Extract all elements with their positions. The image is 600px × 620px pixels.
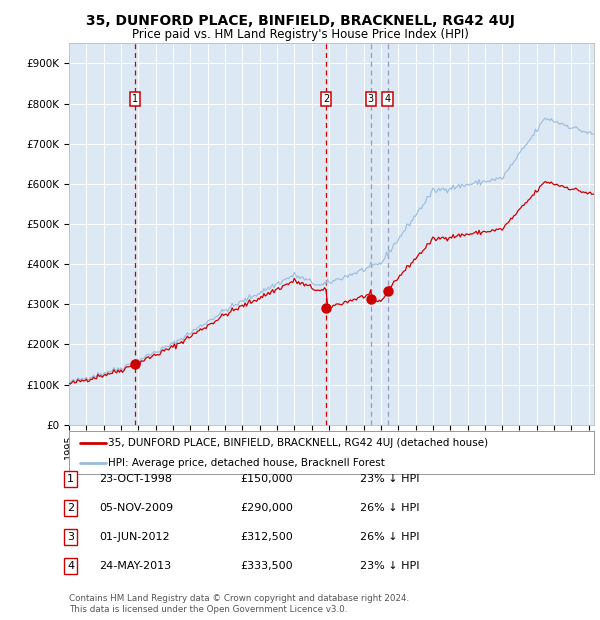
- Text: 4: 4: [385, 94, 391, 104]
- Text: 23% ↓ HPI: 23% ↓ HPI: [360, 561, 419, 571]
- Text: 05-NOV-2009: 05-NOV-2009: [99, 503, 173, 513]
- Text: £290,000: £290,000: [240, 503, 293, 513]
- Text: 1: 1: [132, 94, 138, 104]
- Text: £333,500: £333,500: [240, 561, 293, 571]
- Text: 3: 3: [368, 94, 374, 104]
- Text: 35, DUNFORD PLACE, BINFIELD, BRACKNELL, RG42 4UJ: 35, DUNFORD PLACE, BINFIELD, BRACKNELL, …: [86, 14, 514, 28]
- Text: 26% ↓ HPI: 26% ↓ HPI: [360, 503, 419, 513]
- Text: HPI: Average price, detached house, Bracknell Forest: HPI: Average price, detached house, Brac…: [109, 458, 385, 467]
- Text: 2: 2: [323, 94, 329, 104]
- Text: 1: 1: [67, 474, 74, 484]
- Text: £150,000: £150,000: [240, 474, 293, 484]
- Text: £312,500: £312,500: [240, 532, 293, 542]
- Text: 26% ↓ HPI: 26% ↓ HPI: [360, 532, 419, 542]
- Text: 35, DUNFORD PLACE, BINFIELD, BRACKNELL, RG42 4UJ (detached house): 35, DUNFORD PLACE, BINFIELD, BRACKNELL, …: [109, 438, 488, 448]
- Text: Price paid vs. HM Land Registry's House Price Index (HPI): Price paid vs. HM Land Registry's House …: [131, 28, 469, 41]
- Text: Contains HM Land Registry data © Crown copyright and database right 2024.
This d: Contains HM Land Registry data © Crown c…: [69, 595, 409, 614]
- Text: 01-JUN-2012: 01-JUN-2012: [99, 532, 170, 542]
- Text: 24-MAY-2013: 24-MAY-2013: [99, 561, 171, 571]
- Text: 23-OCT-1998: 23-OCT-1998: [99, 474, 172, 484]
- Text: 2: 2: [67, 503, 74, 513]
- Text: 23% ↓ HPI: 23% ↓ HPI: [360, 474, 419, 484]
- Text: 4: 4: [67, 561, 74, 571]
- Text: 3: 3: [67, 532, 74, 542]
